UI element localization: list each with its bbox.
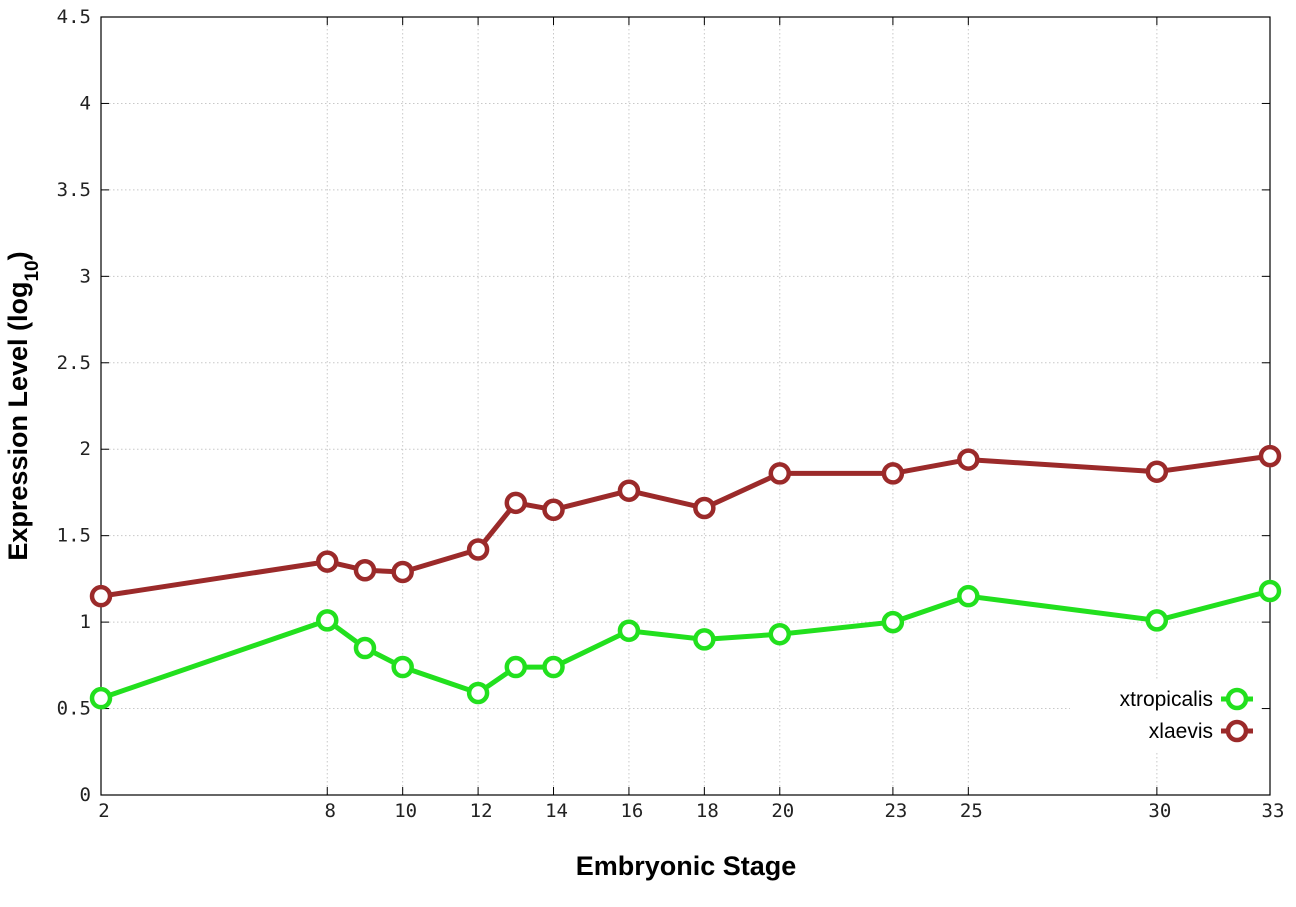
legend-label: xtropicalis [1120, 688, 1213, 711]
plot-frame [100, 16, 1271, 796]
x-tick-label: 25 [960, 800, 983, 822]
data-point [504, 655, 528, 679]
x-tick-label: 10 [394, 800, 417, 822]
data-point [353, 558, 377, 582]
x-tick-label: 12 [470, 800, 493, 822]
data-point [693, 496, 716, 520]
data-point [466, 681, 490, 705]
y-tick-label: 4.5 [57, 6, 91, 28]
y-tick-label: 2 [80, 438, 91, 460]
data-point [1145, 460, 1169, 483]
grid [101, 17, 1270, 795]
legend-background [1070, 679, 1260, 751]
y-tick-label: 1.5 [57, 525, 91, 547]
series-xtropicalis [89, 579, 1282, 710]
y-axis-title: Expression Level (log10) [3, 251, 43, 560]
x-tick-label: 18 [696, 800, 719, 822]
data-point [617, 619, 641, 643]
data-point [768, 622, 792, 646]
y-tick-label: 2.5 [57, 352, 91, 374]
data-point [391, 655, 414, 679]
y-tick-label: 0 [80, 784, 91, 806]
x-axis-tick-labels: 2 8 10 12 14 16 18 20 23 25 30 33 [98, 800, 1284, 822]
axis-ticks [100, 16, 1271, 796]
x-axis-title: Embryonic Stage [576, 851, 797, 881]
data-point [89, 584, 113, 608]
legend-label: xlaevis [1149, 720, 1213, 743]
x-tick-label: 33 [1262, 800, 1285, 822]
data-point [1145, 609, 1169, 632]
legend: xtropicalis xlaevis [1070, 679, 1260, 751]
data-point [957, 448, 980, 471]
y-tick-label: 3 [80, 265, 91, 287]
data-point [542, 498, 565, 521]
x-tick-label: 14 [545, 800, 568, 822]
series-line [100, 453, 1271, 599]
data-point [542, 655, 565, 679]
legend-marker [1225, 719, 1249, 743]
data-point [466, 538, 490, 561]
data-point [504, 491, 528, 515]
data-point [391, 560, 414, 584]
data-point [768, 462, 792, 485]
y-axis-tick-labels: 0 0.5 1 1.5 2 2.5 3 3.5 4 4.5 [57, 6, 91, 806]
data-point [353, 636, 377, 660]
legend-item: xlaevis [1149, 719, 1253, 743]
y-tick-label: 4 [80, 92, 91, 114]
series-xlaevis [89, 444, 1282, 608]
x-tick-label: 8 [325, 800, 336, 822]
data-point [316, 550, 339, 573]
series-group [89, 444, 1282, 710]
data-point [881, 462, 905, 485]
x-tick-label: 23 [884, 800, 907, 822]
data-point [1258, 444, 1282, 468]
data-point [881, 610, 905, 634]
data-point [957, 584, 980, 608]
x-tick-label: 20 [771, 800, 794, 822]
data-point [617, 479, 641, 502]
legend-item: xtropicalis [1120, 687, 1253, 711]
x-tick-label: 30 [1148, 800, 1171, 822]
y-tick-label: 3.5 [57, 179, 91, 201]
y-tick-label: 0.5 [57, 698, 91, 720]
data-point [316, 609, 339, 632]
data-point [693, 628, 716, 651]
y-tick-label: 1 [80, 611, 91, 633]
data-point [1258, 579, 1282, 603]
x-tick-label: 16 [620, 800, 643, 822]
data-point [89, 686, 113, 710]
legend-marker [1225, 687, 1249, 711]
x-tick-label: 2 [98, 800, 109, 822]
